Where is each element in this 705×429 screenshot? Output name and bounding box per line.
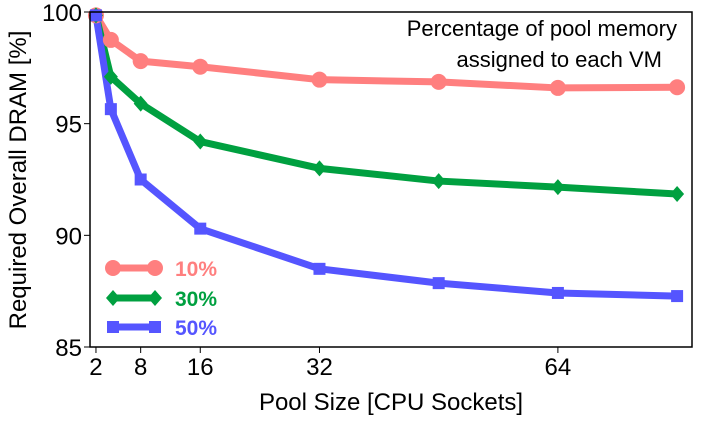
y-axis-label: Required Overall DRAM [%]: [5, 31, 32, 330]
legend-label-50%: 50%: [175, 317, 217, 340]
data-point-30%-8: [133, 95, 148, 112]
data-point-50%-8: [134, 173, 147, 186]
data-point-30%-16: [193, 133, 208, 150]
data-point-50%-48: [432, 277, 445, 290]
legend-marker-50%: [149, 321, 161, 333]
data-point-50%-64: [551, 286, 564, 299]
data-point-10%-4: [102, 31, 119, 48]
legend-label-10%: 10%: [175, 258, 217, 281]
x-axis-label: Pool Size [CPU Sockets]: [259, 389, 523, 416]
data-point-30%-4: [103, 68, 118, 85]
plot-frame: [89, 11, 693, 348]
data-point-30%-80: [670, 186, 685, 203]
plot-area: 2 8 16 32 64 85 90 95 100: [42, 0, 693, 381]
legend-marker-50%: [107, 321, 119, 333]
legend-label-30%: 30%: [175, 288, 217, 311]
legend-marker-10%: [105, 260, 121, 276]
data-point-10%-32: [311, 71, 328, 88]
data-point-10%-80: [669, 79, 686, 96]
x-tick-label-16: 16: [187, 354, 214, 381]
data-point-10%-8: [132, 53, 149, 70]
legend-marker-30%: [106, 290, 120, 306]
data-point-30%-32: [312, 160, 327, 177]
y-tick-label-100: 100: [42, 0, 82, 27]
y-tick-label-95: 95: [55, 112, 82, 139]
legend-marker-10%: [147, 260, 163, 276]
data-point-10%-16: [192, 58, 209, 75]
data-point-50%-32: [313, 262, 326, 275]
data-point-50%-80: [671, 290, 684, 303]
legend-marker-30%: [148, 290, 162, 306]
data-point-10%-64: [549, 79, 566, 96]
data-point-30%-48: [431, 173, 446, 190]
legend: 10% 30% 50%: [105, 258, 217, 340]
legend-title-line-1: Percentage of pool memory: [407, 16, 677, 41]
x-tick-label-2: 2: [89, 354, 102, 381]
x-tick-label-64: 64: [545, 354, 572, 381]
series-line-50%: [92, 14, 678, 300]
x-tick-label-8: 8: [134, 354, 147, 381]
y-tick-label-85: 85: [55, 335, 82, 362]
data-point-50%-2: [89, 9, 102, 22]
legend-title-line-2: assigned to each VM: [457, 47, 662, 72]
data-point-50%-16: [194, 222, 207, 235]
series-line-30%: [92, 14, 678, 198]
data-point-10%-48: [430, 73, 447, 90]
data-point-50%-4: [104, 103, 117, 116]
data-point-30%-64: [550, 179, 565, 196]
x-tick-label-32: 32: [306, 354, 333, 381]
y-tick-label-90: 90: [55, 223, 82, 250]
